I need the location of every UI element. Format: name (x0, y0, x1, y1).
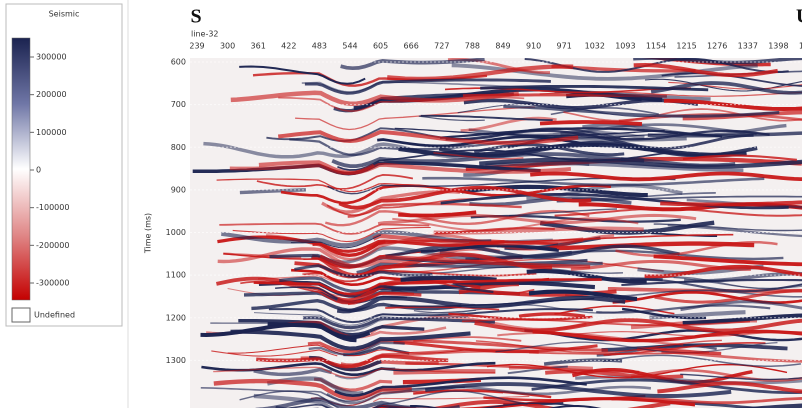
trace-label: 666 (404, 42, 419, 51)
legend-label: -300000 (36, 279, 69, 288)
trace-label: 910 (526, 42, 541, 51)
line-name: line-32 (191, 30, 219, 39)
trace-label: 1154 (646, 42, 666, 51)
reflector (540, 122, 642, 124)
trace-label: 300 (220, 42, 235, 51)
legend-label: -200000 (36, 241, 69, 250)
trace-label: 971 (557, 42, 572, 51)
trace-label: 422 (281, 42, 296, 51)
y-axis-label: Time (ms) (144, 213, 153, 254)
y-tick-label: 600 (171, 58, 186, 67)
reflector (401, 278, 497, 280)
trace-label: 1032 (585, 42, 605, 51)
trace-label: 361 (251, 42, 266, 51)
undefined-label: Undefined (34, 311, 75, 320)
trace-label: 788 (465, 42, 480, 51)
trace-label: 605 (373, 42, 388, 51)
legend-label: -100000 (36, 203, 69, 212)
legend-label: 300000 (36, 53, 67, 62)
trace-label: 849 (495, 42, 510, 51)
y-tick-label: 1000 (166, 228, 186, 237)
y-tick-label: 700 (171, 100, 186, 109)
trace-label: 239 (189, 42, 204, 51)
y-tick-label: 1200 (166, 313, 186, 322)
y-tick-label: 1300 (166, 356, 186, 365)
legend-label: 0 (36, 166, 41, 175)
y-tick-label: 900 (171, 185, 186, 194)
legend-label: 200000 (36, 90, 67, 99)
left-label: S (190, 6, 201, 28)
legend-title: Seismic (49, 10, 80, 19)
seismic-view: Seismic Undefined S U line-32 Time (ms) … (0, 0, 802, 408)
legend-label: 100000 (36, 128, 67, 137)
trace-label: 483 (312, 42, 327, 51)
right-label: U (796, 6, 802, 28)
y-tick-label: 800 (171, 143, 186, 152)
trace-label: 1337 (738, 42, 758, 51)
trace-label: 1276 (707, 42, 727, 51)
trace-label: 727 (434, 42, 449, 51)
color-bar (12, 38, 30, 300)
trace-label: 1398 (768, 42, 788, 51)
trace-label: 544 (342, 42, 357, 51)
y-tick-label: 1100 (166, 271, 186, 280)
trace-label: 1215 (676, 42, 696, 51)
undefined-swatch (12, 308, 30, 322)
trace-label: 1093 (615, 42, 635, 51)
